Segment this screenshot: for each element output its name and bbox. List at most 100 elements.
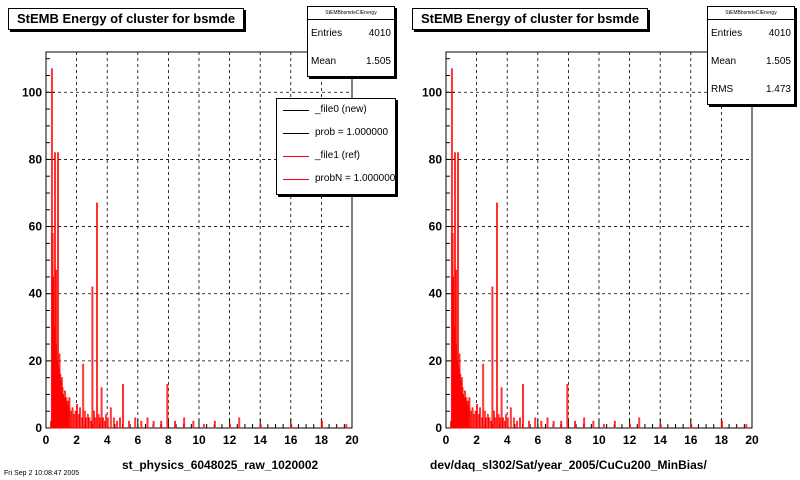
legend-label-probn: probN = 1.000000 <box>315 173 396 184</box>
histogram-bin <box>213 420 216 429</box>
right-stats-header: StEMBbsmdeCIEnergy <box>708 7 794 20</box>
histogram-bin <box>290 424 293 429</box>
x-tick-label: 2 <box>473 433 480 447</box>
histogram-bin <box>471 407 474 429</box>
histogram-bin <box>174 420 176 429</box>
histogram-bin <box>134 417 137 429</box>
histogram-bin <box>91 286 94 429</box>
histogram-bin <box>128 420 131 429</box>
histogram-bin <box>320 420 323 429</box>
x-tick-label: 16 <box>284 433 298 447</box>
histogram-bin <box>229 424 232 429</box>
x-tick-label: 18 <box>315 433 329 447</box>
histogram-bin <box>68 397 71 429</box>
histogram-bin <box>109 407 112 429</box>
histogram-bin <box>119 417 121 429</box>
histogram-bin <box>83 410 86 429</box>
legend-entry-file1: _file1 (ref) <box>277 145 395 168</box>
right-histogram-plot: 0 2 4 6 8 10 12 14 16 18 20 0 20 40 60 80 100 <box>422 51 759 447</box>
histogram-bin <box>560 420 563 429</box>
histogram-bin <box>122 383 124 429</box>
right-stats-box: StEMBbsmdeCIEnergy Entries 4010 Mean 1.5… <box>707 6 795 105</box>
left-x-axis-title: st_physics_6048025_raw_1020002 <box>122 458 319 472</box>
legend-entry-prob: prob = 1.000000 <box>277 122 395 145</box>
histogram-bin <box>745 424 748 429</box>
histogram-bin <box>86 414 89 429</box>
histogram-bin <box>583 417 586 429</box>
right-stats-entries-label: Entries <box>711 28 743 39</box>
histogram-bin <box>85 417 88 429</box>
histogram-bin <box>203 424 205 429</box>
x-tick-label: 20 <box>345 433 359 447</box>
right-pad: 0 2 4 6 8 10 12 14 16 18 20 0 20 40 60 80 100 StEMB Ener… <box>400 0 800 480</box>
x-tick-label: 4 <box>104 433 111 447</box>
x-tick-label: 0 <box>443 433 450 447</box>
footer-timestamp: Fri Sep 2 10:08:47 2005 <box>4 470 80 477</box>
y-tick-label: 100 <box>22 85 42 99</box>
histogram-bin <box>89 420 92 429</box>
x-tick-label: 8 <box>565 433 572 447</box>
histogram-bin <box>491 286 494 429</box>
right-stats-rms-label: RMS <box>711 84 734 95</box>
histogram-bin <box>502 417 505 429</box>
histogram-bin <box>503 420 506 429</box>
right-stats-mean-label: Mean <box>711 56 737 67</box>
histogram-bin <box>192 420 195 429</box>
histogram-bin <box>509 407 512 429</box>
left-stats-entries-value: 4010 <box>368 28 391 39</box>
legend-entry-file0: _file0 (new) <box>277 99 395 122</box>
y-tick-label: 20 <box>29 354 43 368</box>
histogram-bin <box>105 414 108 429</box>
histogram-bin <box>546 417 549 429</box>
histogram-bin <box>183 417 186 429</box>
right-stats-mean-value: 1.505 <box>765 56 791 67</box>
histogram-bin <box>96 202 98 429</box>
x-tick-label: 10 <box>192 433 206 447</box>
x-tick-label: 20 <box>745 433 759 447</box>
histogram-bin <box>574 420 576 429</box>
histogram-bin <box>103 420 106 429</box>
histogram-bin <box>505 414 508 429</box>
histogram-bin <box>82 363 85 429</box>
histogram-bin <box>485 417 488 429</box>
left-stats-row-mean: Mean 1.505 <box>308 48 394 76</box>
histogram-bin <box>115 420 118 429</box>
legend-label-file1: _file1 (ref) <box>315 150 361 161</box>
left-stats-mean-label: Mean <box>311 56 337 67</box>
histogram-bin <box>476 404 478 429</box>
histogram-bin <box>493 410 495 429</box>
histogram-bin <box>76 404 78 429</box>
histogram-bin <box>152 420 155 429</box>
histogram-bin <box>259 424 262 429</box>
histogram-bin <box>468 397 471 429</box>
histogram-bin <box>238 417 241 429</box>
histogram-bin <box>482 363 485 429</box>
left-pad: 0 2 4 6 8 10 12 14 16 18 20 0 20 40 60 80 100 StEMB Ener… <box>8 6 396 472</box>
right-pad-title: StEMB Energy of cluster for bsmde <box>412 8 649 30</box>
histogram-bin <box>470 410 472 429</box>
histogram-bin <box>80 417 83 429</box>
y-tick-label: 40 <box>429 287 443 301</box>
histogram-bin <box>496 202 498 429</box>
legend-line-file1 <box>283 156 309 157</box>
histogram-bin <box>480 417 483 429</box>
histogram-bin <box>77 414 80 429</box>
right-stats-row-rms: RMS 1.473 <box>708 76 794 104</box>
histogram-bin <box>146 417 149 429</box>
legend-label-file0: _file0 (new) <box>315 104 367 115</box>
histogram-bin <box>100 387 103 429</box>
x-tick-label: 18 <box>715 433 729 447</box>
y-tick-label: 80 <box>429 152 443 166</box>
histogram-bin <box>73 414 75 429</box>
histogram-bin <box>483 410 486 429</box>
legend-line-prob <box>283 133 309 134</box>
histogram-bin <box>473 414 475 429</box>
histogram-bin <box>613 420 616 429</box>
y-tick-label: 60 <box>429 220 443 234</box>
histogram-bin <box>499 417 501 429</box>
histogram-bin <box>160 420 163 429</box>
x-tick-label: 6 <box>534 433 541 447</box>
legend-entry-probn: probN = 1.000000 <box>277 168 395 191</box>
histogram-bin <box>690 424 693 429</box>
left-stats-mean-value: 1.505 <box>365 56 391 67</box>
